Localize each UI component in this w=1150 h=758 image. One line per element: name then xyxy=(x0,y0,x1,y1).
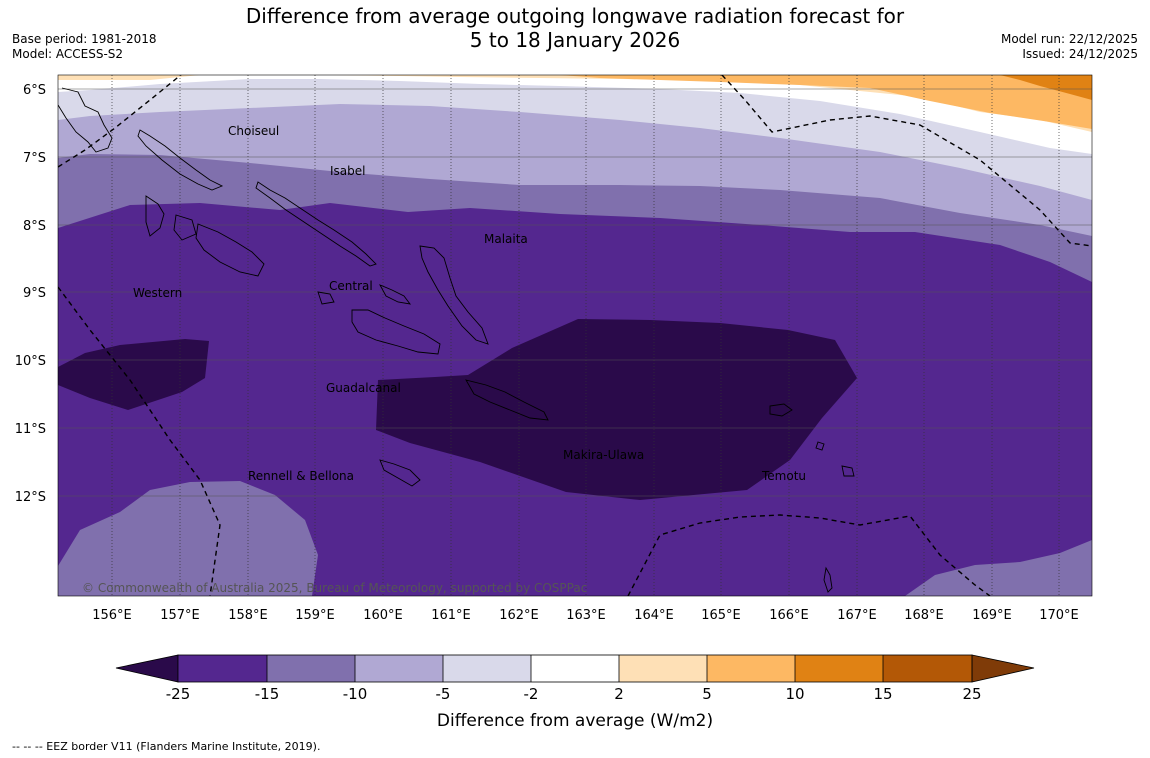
lobe-south-west xyxy=(58,481,318,596)
colorbar-tick: -25 xyxy=(166,685,191,703)
region-label-guadalcanal: Guadalcanal xyxy=(326,381,401,395)
lat-label: 9°S xyxy=(23,286,46,301)
colorbar-tick: -5 xyxy=(436,685,451,703)
lon-label: 164°E xyxy=(634,608,674,623)
region-labels: Choiseul Isabel Malaita Western Central … xyxy=(133,124,806,483)
colorbar-tick: 10 xyxy=(785,685,804,703)
colorbar-segment xyxy=(531,655,619,682)
region-label-central: Central xyxy=(329,279,373,293)
band-minus2-minus5 xyxy=(58,75,1092,200)
lat-label: 12°S xyxy=(15,490,46,505)
lat-label: 11°S xyxy=(15,422,46,437)
islands xyxy=(58,87,855,593)
meta-right: Model run: 22/12/2025 Issued: 24/12/2025 xyxy=(1001,32,1138,62)
lon-label: 157°E xyxy=(160,608,200,623)
lon-label: 156°E xyxy=(92,608,132,623)
lon-label: 161°E xyxy=(431,608,471,623)
lat-label: 8°S xyxy=(23,219,46,234)
colorbar-segment xyxy=(707,655,795,682)
lon-label: 167°E xyxy=(837,608,877,623)
model-name: Model: ACCESS-S2 xyxy=(12,47,124,61)
colorbar-segment xyxy=(178,655,267,682)
pocket-central xyxy=(376,319,857,500)
colorbar-segment xyxy=(795,655,883,682)
title-line-1: Difference from average outgoing longwav… xyxy=(245,4,905,28)
latitude-lines xyxy=(58,88,1092,497)
region-label-rennell-bellona: Rennell & Bellona xyxy=(248,469,354,483)
band-minus2-plus2 xyxy=(58,75,1092,154)
region-label-choiseul: Choiseul xyxy=(228,124,279,138)
colorbar-tick: 2 xyxy=(614,685,624,703)
base-period: Base period: 1981-2018 xyxy=(12,32,157,46)
colorbar-tick: 5 xyxy=(702,685,712,703)
colorbar-segment xyxy=(355,655,443,682)
lon-label: 160°E xyxy=(363,608,403,623)
colorbar-tick: 25 xyxy=(962,685,981,703)
lon-label: 158°E xyxy=(228,608,268,623)
region-label-temotu: Temotu xyxy=(761,469,806,483)
lon-label: 159°E xyxy=(295,608,335,623)
lobe-south-east xyxy=(905,540,1092,596)
lon-label: 162°E xyxy=(499,608,539,623)
band-plus10-plus15 xyxy=(1000,75,1092,100)
lat-label: 7°S xyxy=(23,151,46,166)
lon-label: 166°E xyxy=(769,608,809,623)
colorbar-segment xyxy=(443,655,531,682)
latitude-axis: 6°S 7°S 8°S 9°S 10°S 11°S 12°S xyxy=(15,83,46,505)
lat-label: 10°S xyxy=(15,354,46,369)
lon-label: 168°E xyxy=(904,608,944,623)
region-label-malaita: Malaita xyxy=(484,232,528,246)
contour-fields xyxy=(58,75,1092,596)
longitude-axis: 156°E 157°E 158°E 159°E 160°E 161°E 162°… xyxy=(92,608,1079,623)
region-label-makira-ulawa: Makira-Ulawa xyxy=(563,448,644,462)
colorbar-tick: -10 xyxy=(343,685,368,703)
pocket-west xyxy=(58,339,209,410)
colorbar-tick: 15 xyxy=(873,685,892,703)
meta-left: Base period: 1981-2018 Model: ACCESS-S2 xyxy=(12,32,157,62)
copyright-notice: © Commonwealth of Australia 2025, Bureau… xyxy=(82,581,587,595)
colorbar-extend-min xyxy=(115,654,179,683)
model-run: Model run: 22/12/2025 xyxy=(1000,32,1138,46)
chart-title: Difference from average outgoing longwav… xyxy=(0,4,1150,52)
colorbar-tick: -15 xyxy=(255,685,280,703)
region-label-western: Western xyxy=(133,286,182,300)
colorbar-segment xyxy=(267,655,355,682)
lon-label: 169°E xyxy=(972,608,1012,623)
colorbar-extend-max xyxy=(971,654,1035,683)
map-frame xyxy=(57,74,1093,597)
lon-label: 165°E xyxy=(701,608,741,623)
colorbar-tick: -2 xyxy=(524,685,539,703)
lat-label: 6°S xyxy=(23,83,46,98)
lon-label: 163°E xyxy=(566,608,606,623)
lon-label: 170°E xyxy=(1039,608,1079,623)
region-label-isabel: Isabel xyxy=(330,164,365,178)
eez-borders xyxy=(58,75,1092,596)
title-line-2: 5 to 18 January 2026 xyxy=(469,28,681,52)
colorbar-label: Difference from average (W/m2) xyxy=(437,711,713,731)
colorbar-segment xyxy=(883,655,972,682)
colorbar-segment xyxy=(619,655,707,682)
colorbar: -25 -15 -10 -5 -2 2 5 10 15 25 Differenc… xyxy=(115,654,1035,731)
eez-legend: -- -- -- EEZ border V11 (Flanders Marine… xyxy=(12,740,321,753)
issued-date: Issued: 24/12/2025 xyxy=(1022,47,1138,61)
band-plus5-plus10 xyxy=(560,75,1092,129)
